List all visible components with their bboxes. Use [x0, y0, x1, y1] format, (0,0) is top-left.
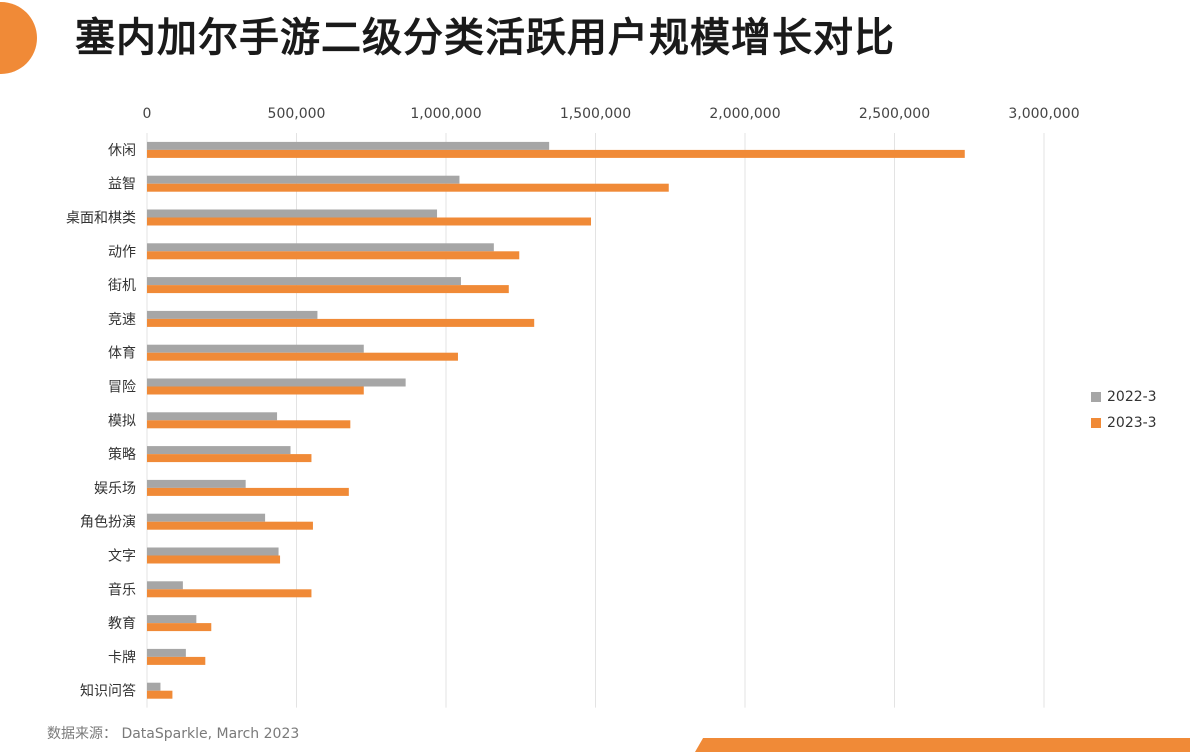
bar-2022 — [147, 648, 186, 657]
bar-2022 — [147, 615, 197, 624]
x-tick-label: 3,000,000 — [1008, 106, 1079, 122]
category-label: 益智 — [108, 177, 136, 193]
bar-2022 — [147, 682, 161, 691]
bar-2022 — [147, 446, 291, 455]
category-label: 文字 — [108, 549, 136, 565]
category-label: 休闲 — [108, 143, 136, 159]
bar-2023 — [147, 690, 173, 699]
bar-2023 — [147, 183, 669, 192]
category-label: 模拟 — [108, 413, 136, 429]
bar-2023 — [147, 352, 458, 361]
legend-label-2023: 2023-3 — [1107, 415, 1157, 431]
category-label: 动作 — [108, 244, 136, 260]
chart-legend: 2022-3 2023-3 — [1091, 384, 1157, 436]
bar-2023 — [147, 251, 520, 260]
footer-accent-bar — [695, 738, 1190, 752]
x-tick-label: 500,000 — [268, 106, 326, 122]
bar-2023 — [147, 521, 313, 530]
category-label: 竞速 — [108, 311, 136, 328]
bar-2023 — [147, 420, 351, 429]
category-label: 体育 — [108, 346, 136, 362]
legend-item-2022: 2022-3 — [1091, 384, 1157, 410]
bar-2023 — [147, 656, 206, 665]
bar-2022 — [147, 513, 266, 522]
bar-2022 — [147, 141, 550, 150]
bar-2023 — [147, 318, 535, 327]
category-label: 音乐 — [108, 581, 136, 598]
bar-2022 — [147, 209, 438, 218]
bar-2023 — [147, 149, 965, 158]
legend-swatch-2023 — [1091, 418, 1101, 428]
category-label: 策略 — [108, 446, 136, 463]
x-tick-label: 0 — [143, 106, 152, 122]
bar-2023 — [147, 454, 312, 463]
bar-2022 — [147, 310, 318, 319]
legend-item-2023: 2023-3 — [1091, 410, 1157, 436]
category-label: 街机 — [108, 278, 136, 294]
bar-2023 — [147, 386, 364, 395]
bar-2022 — [147, 412, 278, 421]
category-label: 娱乐场 — [94, 481, 136, 497]
category-label: 角色扮演 — [80, 514, 136, 531]
bar-2022 — [147, 378, 406, 387]
bar-2023 — [147, 217, 592, 226]
x-tick-label: 1,500,000 — [560, 106, 631, 122]
bar-2022 — [147, 243, 494, 252]
bar-2022 — [147, 581, 183, 590]
bar-2023 — [147, 555, 281, 564]
x-tick-label: 2,500,000 — [859, 106, 930, 122]
bar-2022 — [147, 344, 364, 353]
category-label: 卡牌 — [108, 649, 136, 666]
bar-2023 — [147, 589, 312, 598]
bar-2023 — [147, 623, 212, 632]
legend-swatch-2022 — [1091, 392, 1101, 402]
category-label: 桌面和棋类 — [66, 211, 136, 227]
bar-2022 — [147, 547, 279, 556]
x-tick-label: 1,000,000 — [410, 106, 481, 122]
page-title: 塞内加尔手游二级分类活跃用户规模增长对比 — [75, 15, 895, 61]
bar-2022 — [147, 175, 460, 184]
category-label: 知识问答 — [80, 683, 136, 700]
bar-2022 — [147, 479, 246, 488]
category-label: 教育 — [108, 616, 136, 632]
category-label: 冒险 — [108, 380, 136, 396]
source-note: 数据来源： DataSparkle, March 2023 — [47, 726, 300, 742]
bar-2023 — [147, 487, 349, 496]
x-tick-label: 2,000,000 — [709, 106, 780, 122]
bar-2023 — [147, 285, 509, 294]
legend-label-2022: 2022-3 — [1107, 389, 1157, 405]
bar-2022 — [147, 277, 461, 286]
